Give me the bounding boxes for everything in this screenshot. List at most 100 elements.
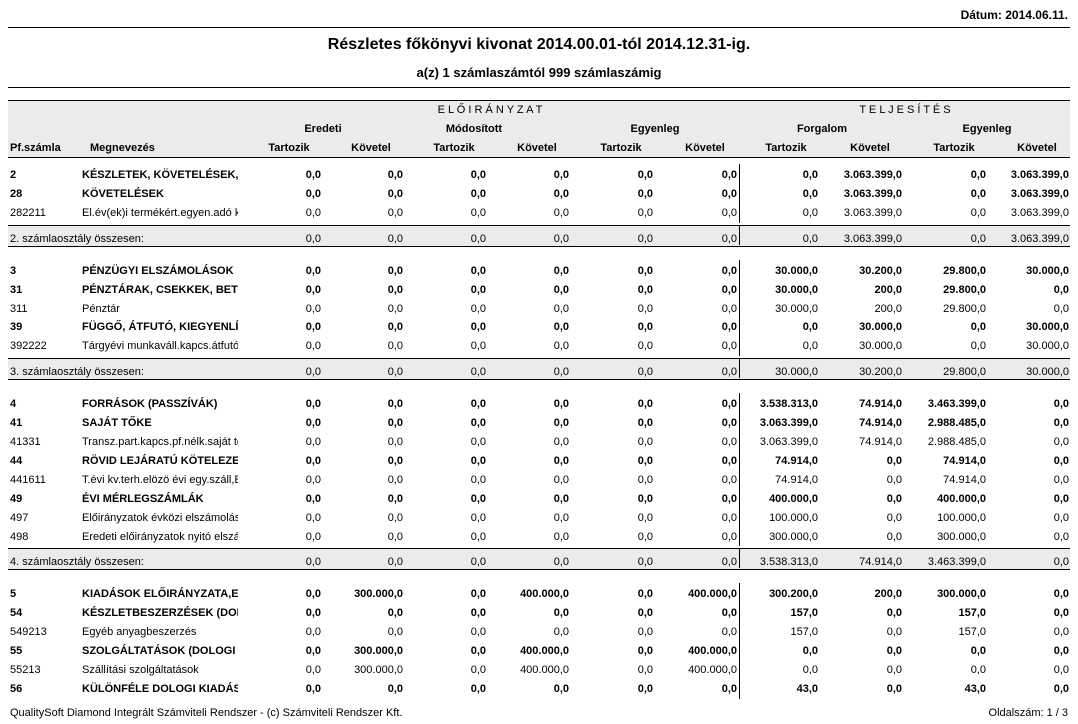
total-amount: 0,0 <box>637 232 653 245</box>
amount: 0,0 <box>470 264 486 277</box>
amount: 0,0 <box>305 511 321 524</box>
amount: 3.463.399,0 <box>927 398 986 411</box>
amount: 0,0 <box>1053 417 1069 430</box>
total-amount: 30.000,0 <box>1026 366 1069 379</box>
amount: 0,0 <box>387 321 403 334</box>
amount: 0,0 <box>1053 398 1069 411</box>
amount: 0,0 <box>886 664 902 676</box>
amount: 0,0 <box>721 473 737 486</box>
amount: 0,0 <box>553 454 569 467</box>
amount: 29.800,0 <box>943 302 986 315</box>
amount: 43,0 <box>796 682 818 695</box>
amount: 157,0 <box>790 607 818 620</box>
rule <box>8 27 1070 28</box>
amount: 200,0 <box>874 302 902 315</box>
amount: 0,0 <box>387 682 403 695</box>
amount: 400.000,0 <box>937 492 986 505</box>
footer-left: QualitySoft Diamond Integrált Számviteli… <box>10 707 403 719</box>
amount: 0,0 <box>387 436 403 448</box>
amount: 300.000,0 <box>354 645 403 658</box>
amount: 0,0 <box>470 321 486 334</box>
amount: 0,0 <box>637 664 653 676</box>
amount: 3.063.399,0 <box>843 187 902 200</box>
account: 28 <box>10 187 23 200</box>
amount: 0,0 <box>305 417 321 430</box>
amount: 0,0 <box>721 187 737 200</box>
amount: 0,0 <box>886 607 902 620</box>
account: 31 <box>10 283 23 296</box>
amount: 0,0 <box>886 682 902 695</box>
amount: 74.914,0 <box>775 473 818 486</box>
amount: 0,0 <box>1053 302 1069 315</box>
amount: 0,0 <box>802 321 818 334</box>
account-name: FÜGGŐ, ÁTFUTÓ, KIEGYENLÍT <box>82 321 238 334</box>
separator <box>739 164 740 223</box>
amount: 0,0 <box>553 340 569 353</box>
amount: 0,0 <box>470 436 486 448</box>
amount: 29.800,0 <box>943 264 986 277</box>
amount: 157,0 <box>958 607 986 620</box>
account: 549213 <box>10 626 47 639</box>
amount: 0,0 <box>387 454 403 467</box>
amount: 300.000,0 <box>354 664 403 676</box>
amount: 3.063.399,0 <box>759 417 818 430</box>
amount: 0,0 <box>305 340 321 353</box>
amount: 0,0 <box>305 645 321 658</box>
amount: 3.063.399,0 <box>1010 187 1069 200</box>
account-name: Szállítási szolgáltatások <box>82 664 199 676</box>
total-amount: 3.463.399,0 <box>927 556 986 569</box>
amount: 0,0 <box>1053 626 1069 639</box>
title: Részletes főkönyvi kivonat 2014.00.01-tó… <box>327 36 751 53</box>
amount: 0,0 <box>470 626 486 639</box>
amount: 74.914,0 <box>859 436 902 448</box>
subgroup-header: Eredeti <box>304 123 342 135</box>
total-band <box>8 358 1070 381</box>
group-header: E L Ő I R Á N Y Z A T <box>437 104 543 116</box>
account: 5 <box>10 588 17 601</box>
amount: 0,0 <box>637 588 653 601</box>
total-band <box>8 224 1070 247</box>
amount: 0,0 <box>886 511 902 524</box>
amount: 0,0 <box>387 473 403 486</box>
account: 497 <box>10 511 29 524</box>
amount: 0,0 <box>802 169 818 181</box>
subgroup-header: Egyenleg <box>962 123 1012 135</box>
amount: 0,0 <box>553 530 569 543</box>
amount: 0,0 <box>886 530 902 543</box>
amount: 0,0 <box>470 398 486 411</box>
amount: 0,0 <box>470 607 486 620</box>
account: 39 <box>10 321 23 334</box>
amount: 0,0 <box>553 626 569 639</box>
account-name: KÜLÖNFÉLE DOLOGI KIADÁS <box>82 682 238 695</box>
account: 44 <box>10 454 23 467</box>
column-header: Követel <box>351 142 391 154</box>
amount: 300.000,0 <box>769 530 818 543</box>
amount: 0,0 <box>637 454 653 467</box>
amount: 0,0 <box>802 206 818 219</box>
amount: 0,0 <box>470 682 486 695</box>
account-name: PÉNZTÁRAK, CSEKKEK, BETÉ <box>82 283 238 296</box>
amount: 0,0 <box>721 302 737 315</box>
amount: 0,0 <box>886 492 902 505</box>
amount: 0,0 <box>553 321 569 334</box>
amount: 0,0 <box>802 645 818 658</box>
amount: 0,0 <box>886 645 902 658</box>
amount: 0,0 <box>305 187 321 200</box>
amount: 0,0 <box>886 454 902 467</box>
amount: 0,0 <box>637 206 653 219</box>
amount: 0,0 <box>721 264 737 277</box>
amount: 0,0 <box>637 264 653 277</box>
amount: 0,0 <box>721 169 737 181</box>
amount: 300.200,0 <box>769 588 818 601</box>
total-amount: 0,0 <box>305 232 321 245</box>
amount: 3.063.399,0 <box>1010 206 1069 219</box>
amount: 200,0 <box>874 588 902 601</box>
amount: 0,0 <box>802 664 818 676</box>
account-name: SZOLGÁLTATÁSOK (DOLOGI <box>82 645 236 658</box>
amount: 0,0 <box>387 398 403 411</box>
account: 498 <box>10 530 29 543</box>
total-amount: 0,0 <box>553 366 569 379</box>
amount: 0,0 <box>387 530 403 543</box>
amount: 0,0 <box>721 511 737 524</box>
amount: 0,0 <box>637 302 653 315</box>
